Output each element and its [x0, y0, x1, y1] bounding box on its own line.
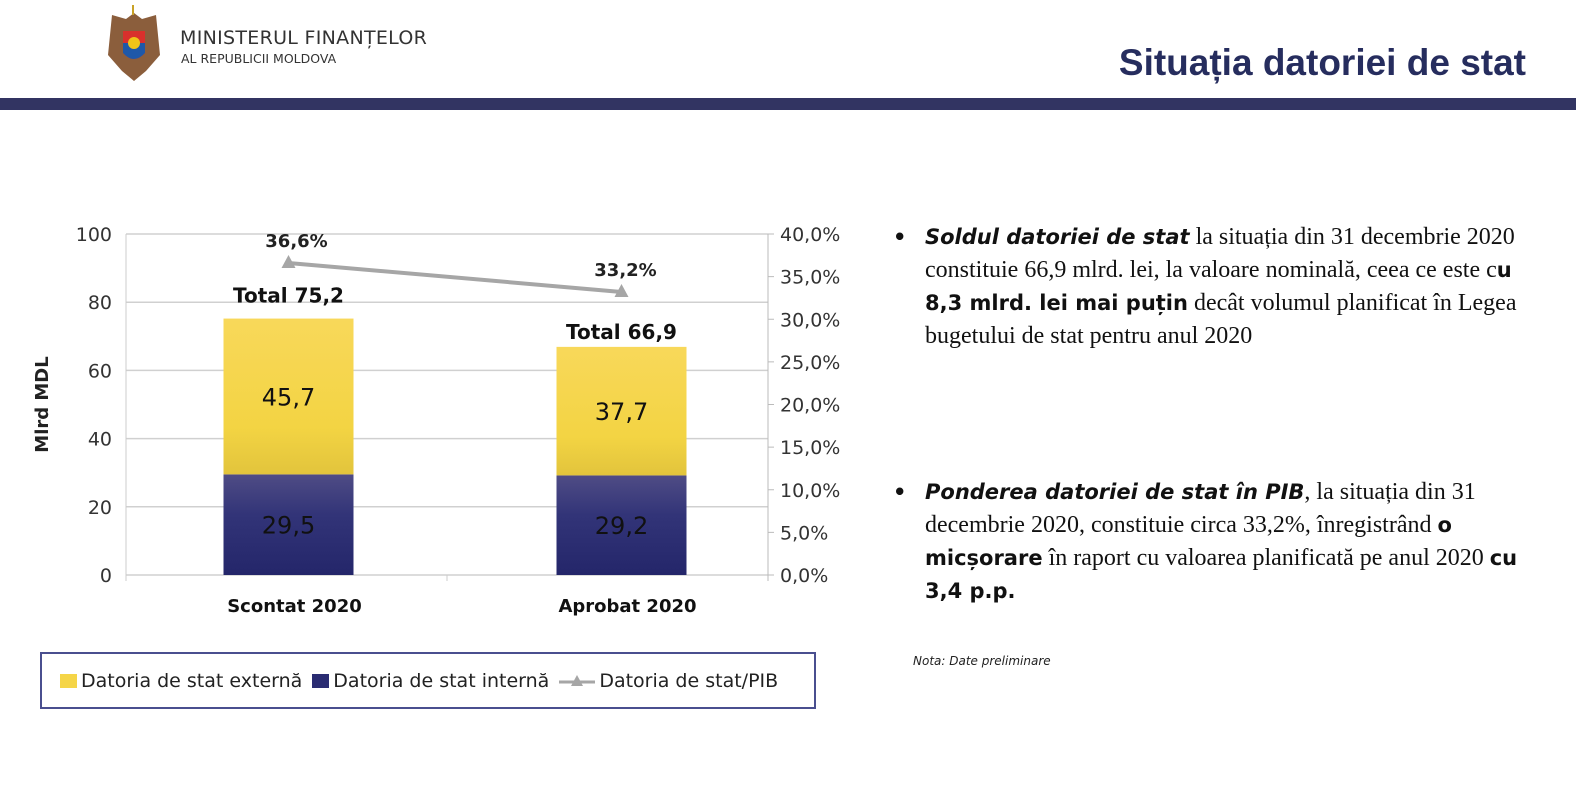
bar-data-label: 45,7 [262, 383, 315, 411]
paragraph-text: decât volumul planificat în Legea bugetu… [925, 290, 1517, 349]
legend-line-triangle-icon [559, 674, 596, 686]
y-tick-label: 60 [88, 360, 112, 382]
bar-data-label: 29,2 [595, 512, 648, 540]
highlight-text: u 8,3 mlrd. lei mai puțin [925, 258, 1512, 315]
bullet-marker: • [893, 480, 907, 504]
org-subtitle: AL REPUBLICII MOLDOVA [181, 51, 337, 66]
legend-label: Datoria de stat/PIB [599, 669, 779, 692]
bar-internal [223, 474, 354, 575]
legend-item-external: Datoria de stat externă [60, 670, 302, 692]
y2-tick-label: 25,0% [780, 352, 840, 374]
debt-chart: 0 20 40 60 80 100 0,0% 5,0% 10,0% 15,0% 20,0% 25,0%… [32, 224, 840, 617]
legend-swatch-internal [312, 673, 330, 688]
bullet-marker: • [893, 225, 907, 249]
bullet-debt-balance: • Soldul datoriei de stat la situația din… [893, 221, 1535, 353]
paragraph-text: , la situația din 31 decembrie 2020, con… [925, 479, 1476, 538]
x-tick-label: Aprobat 2020 [558, 596, 696, 617]
y2-tick-label: 5,0% [780, 522, 828, 544]
y-tick-label: 80 [88, 292, 112, 314]
highlight-text: o micșorare [925, 513, 1452, 570]
ratio-marker [614, 283, 629, 297]
chart-legend: Datoria de stat externă Datoria de stat … [40, 652, 816, 709]
x-tick-label: Scontat 2020 [227, 596, 362, 617]
y2-tick-label: 15,0% [780, 437, 840, 459]
y2-tick-label: 20,0% [780, 395, 840, 417]
bar-data-label: 29,5 [262, 512, 315, 540]
highlight-heading: Ponderea datoriei de stat în PIB [925, 480, 1305, 504]
bar-data-label: 37,7 [595, 398, 648, 426]
header-divider [0, 98, 1576, 110]
bar-external [223, 318, 354, 475]
ratio-data-label: 33,2% [594, 260, 656, 281]
y2-tick-label: 40,0% [780, 224, 840, 246]
legend-label: Datoria de stat internă [333, 669, 550, 692]
bar-internal [556, 475, 687, 575]
y2-tick-label: 10,0% [780, 480, 840, 502]
legend-item-ratio: Datoria de stat/PIB [559, 670, 778, 692]
coat-of-arms-logo [108, 5, 160, 81]
y2-tick-label: 0,0% [780, 565, 828, 587]
legend-item-internal: Datoria de stat internă [312, 670, 549, 692]
y-tick-label: 40 [88, 429, 112, 451]
y-tick-label: 0 [100, 565, 112, 587]
y-tick-label: 100 [76, 224, 112, 246]
ratio-marker [281, 254, 296, 268]
note: Nota: Date preliminare [913, 654, 1051, 668]
y2-tick-label: 30,0% [780, 309, 840, 331]
ratio-data-label: 36,6% [265, 231, 327, 252]
highlight-text: cu 3,4 p.p. [925, 546, 1518, 603]
y-tick-label: 20 [88, 497, 112, 519]
org-name: MINISTERUL FINANȚELOR [180, 27, 428, 49]
highlight-heading: Soldul datoriei de stat [925, 225, 1190, 249]
y2-tick-label: 35,0% [780, 267, 840, 289]
ratio-line [288, 260, 622, 294]
page-title: Situația datoriei de stat [1118, 42, 1526, 83]
total-label: Total 66,9 [566, 320, 677, 344]
paragraph-text: la situația din 31 decembrie 2020 consti… [925, 224, 1515, 283]
bar-external [556, 346, 687, 476]
bullet-debt-to-gdp: • Ponderea datoriei de stat în PIB, la si… [893, 476, 1535, 608]
legend-swatch-external [60, 673, 77, 688]
legend-label: Datoria de stat externă [81, 669, 303, 692]
total-label: Total 75,2 [233, 284, 344, 308]
y-axis-title: Mlrd MDL [32, 356, 53, 452]
paragraph-text: în raport cu valoarea planificată pe anu… [1042, 545, 1490, 571]
